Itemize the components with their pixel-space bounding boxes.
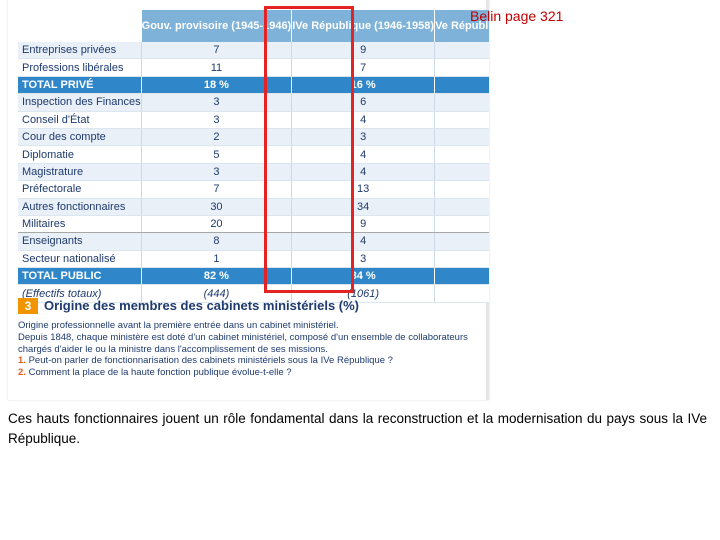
source-credit: Belin page 321 (470, 8, 564, 24)
question-2-text: Comment la place de la haute fonction pu… (28, 367, 292, 379)
table-cell: 13 (434, 214, 489, 234)
table-cell: 11 (140, 58, 292, 77)
table-cell: 3 (140, 93, 292, 112)
table-cell: 2 (434, 58, 489, 77)
table-header-row: Gouv. provisoire (1945-1946) IVe Républi… (18, 10, 489, 42)
table-cell: 82 % (140, 267, 292, 286)
table-row: Magistrature345 (18, 163, 489, 182)
table-cell: 1 (140, 250, 292, 269)
row-label: TOTAL PUBLIC (18, 267, 142, 286)
document-caption: 3 Origine des membres des cabinets minist… (18, 297, 478, 379)
table-cell: 6 (291, 93, 435, 112)
table-cell: (820) (434, 284, 489, 303)
document-number-badge: 3 (18, 297, 38, 314)
table-cell: 13 (434, 180, 489, 199)
table-cell: (1061) (291, 284, 435, 303)
row-label: TOTAL PRIVÉ (18, 76, 142, 95)
table-cell: 34 (291, 198, 435, 216)
table-cell: 6 % (434, 76, 489, 95)
cabinet-origin-table: Gouv. provisoire (1945-1946) IVe Républi… (18, 10, 489, 303)
question-1-number: 1. (18, 355, 26, 367)
row-label: Professions libérales (18, 58, 142, 77)
table-cell: 4 (291, 232, 435, 251)
header-ve-republique: Ve République (jusqu'en 1972) (434, 10, 489, 42)
table-cell: 3 (434, 250, 489, 269)
row-label: Enseignants (18, 232, 142, 251)
question-1: 1. Peut-on parler de fonctionnarisation … (18, 355, 478, 367)
table-cell: 5 (434, 163, 489, 182)
table-cell: (444) (140, 284, 292, 303)
header-corner (18, 10, 141, 42)
table-row: Autres fonctionnaires303434 (18, 198, 489, 216)
table-cell: 9 (291, 214, 435, 234)
table-cell: 3 (140, 111, 292, 129)
table-cell: 3 (434, 111, 489, 129)
table-cell: 4 (434, 128, 489, 147)
row-label: Secteur nationalisé (18, 250, 142, 269)
textbook-excerpt-image: Gouv. provisoire (1945-1946) IVe Républi… (8, 0, 489, 400)
question-2-number: 2. (18, 367, 26, 379)
highlight-frame-ive-republique (264, 6, 354, 293)
row-label: Inspection des Finances (18, 93, 142, 112)
table-row: Conseil d'État343 (18, 111, 489, 129)
table-row: Inspection des Finances366 (18, 93, 489, 112)
table-cell: 34 (434, 198, 489, 216)
table-cell: 8 (434, 145, 489, 164)
row-label: Diplomatie (18, 145, 142, 164)
table-cell: 84 % (291, 267, 435, 286)
table-cell: 5 (140, 145, 292, 164)
table-row: Diplomatie548 (18, 145, 489, 164)
table-cell: 2 (140, 128, 292, 147)
table-cell: 7 (140, 180, 292, 199)
table-cell: 4 (291, 111, 435, 129)
caption-title: Origine des membres des cabinets ministé… (44, 298, 360, 314)
table-row: Professions libérales1172 (18, 58, 489, 77)
row-label: Militaires (18, 214, 142, 234)
table-row: Secteur nationalisé133 (18, 250, 489, 269)
table-cell: 5 (434, 232, 489, 251)
table-cell: 94 % (434, 267, 489, 286)
table-cell: 8 (140, 232, 292, 251)
table-cell: 4 (291, 163, 435, 182)
table-cell: 4 (291, 145, 435, 164)
table-row: (Effectifs totaux)(444)(1061)(820) (18, 284, 489, 303)
table-cell: 9 (291, 42, 435, 60)
row-label: Cour des compte (18, 128, 142, 147)
header-ive-republique: IVe République (1946-1958) (291, 10, 435, 42)
table-cell: 16 % (291, 76, 435, 95)
row-label: Préfectorale (18, 180, 142, 199)
question-1-text: Peut-on parler de fonctionnarisation des… (28, 355, 393, 367)
caption-line-2: Depuis 1848, chaque ministère est doté d… (18, 331, 468, 355)
table-cell: 7 (291, 58, 435, 77)
row-label: Autres fonctionnaires (18, 198, 142, 216)
slide-body-text: Ces hauts fonctionnaires jouent un rôle … (8, 411, 707, 446)
table-cell: 4 (434, 42, 489, 60)
row-label: (Effectifs totaux) (18, 284, 142, 303)
caption-line-1: Origine professionnelle avant la premièr… (18, 320, 339, 331)
table-cell: 6 (434, 93, 489, 112)
table-cell: 3 (291, 250, 435, 269)
row-label: Entreprises privées (18, 42, 142, 60)
row-label: Conseil d'État (18, 111, 142, 129)
table-row: Entreprises privées794 (18, 42, 489, 60)
row-label: Magistrature (18, 163, 142, 182)
table-row: Cour des compte234 (18, 128, 489, 147)
question-2: 2. Comment la place de la haute fonction… (18, 367, 478, 379)
table-cell: 13 (291, 180, 435, 199)
table-row: Militaires20913 (18, 214, 489, 234)
table-cell: 7 (140, 42, 292, 60)
table-cell: 3 (291, 128, 435, 147)
table-row: Préfectorale71313 (18, 180, 489, 199)
table-row: Enseignants845 (18, 232, 489, 251)
table-cell: 20 (140, 214, 292, 234)
table-cell: 3 (140, 163, 292, 182)
table-cell: 18 % (140, 76, 292, 95)
